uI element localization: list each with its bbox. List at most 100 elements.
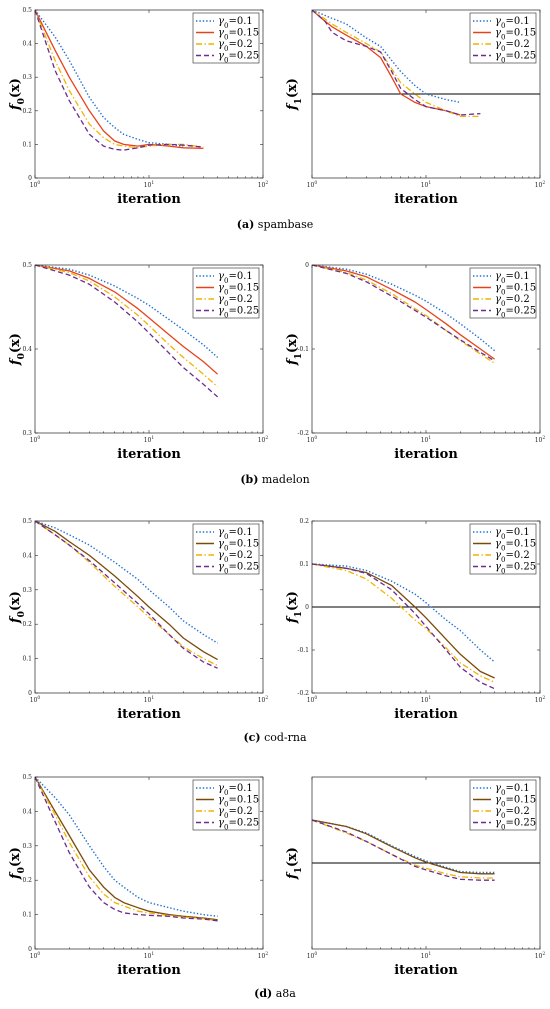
legend-label: γ0=0.25 xyxy=(218,51,259,65)
legend-label: γ0=0.15 xyxy=(495,795,536,809)
series-line-dotted xyxy=(35,10,184,147)
x-tick-label: 100 xyxy=(30,180,41,189)
series-line-solid xyxy=(35,777,218,921)
y-tick-label: 0.5 xyxy=(22,262,32,269)
plot-frame xyxy=(311,9,541,179)
plot-frame xyxy=(34,520,264,694)
y-tick-label: -0.2 xyxy=(297,690,309,697)
legend-label: γ0=0.25 xyxy=(495,306,536,320)
series-line-dash-dot xyxy=(312,819,495,879)
legend-label: γ0=0.15 xyxy=(495,28,536,42)
legend-label: γ0=0.25 xyxy=(495,562,536,576)
legend-label: γ0=0.2 xyxy=(218,550,253,564)
panel-a8a-f0: 100 101 10200.10.20.30.40.5γ0=0.1γ0=0.15γ0… xyxy=(8,774,268,978)
x-tick-label: 100 xyxy=(307,951,318,960)
series-line-dotted xyxy=(312,10,461,104)
y-tick-label: -0.1 xyxy=(297,647,309,654)
x-axis-label: iteration xyxy=(117,447,181,462)
x-tick-label: 102 xyxy=(258,435,269,444)
legend-label: γ0=0.25 xyxy=(495,51,536,65)
legend-label: γ0=0.2 xyxy=(495,806,530,820)
y-tick-label: 0.5 xyxy=(22,518,32,525)
y-tick-label: 0.4 xyxy=(22,41,32,48)
x-tick-label: 101 xyxy=(421,435,432,444)
x-axis-label: iteration xyxy=(117,707,181,722)
series-line-dash-dot xyxy=(35,521,218,667)
y-axis-label: f1(x) xyxy=(285,333,304,366)
caption-cod-rna: (c) cod-rna xyxy=(243,731,306,744)
series-line-dashed xyxy=(312,265,495,362)
legend-box xyxy=(469,779,537,831)
y-tick-label: 0.1 xyxy=(299,561,309,568)
legend-label: γ0=0.1 xyxy=(218,527,253,541)
legend-label: γ0=0.25 xyxy=(218,306,259,320)
series-line-solid xyxy=(35,521,218,661)
y-tick-label: 0.3 xyxy=(22,430,32,437)
panel-cod-rna-f1: 100 101 102-0.2-0.100.10.2γ0=0.1γ0=0.15γ0=… xyxy=(285,518,545,722)
legend-label: γ0=0.15 xyxy=(218,795,259,809)
legend-label: γ0=0.15 xyxy=(495,283,536,297)
x-tick-label: 100 xyxy=(307,435,318,444)
legend-label: γ0=0.1 xyxy=(495,16,530,30)
x-tick-label: 102 xyxy=(258,180,269,189)
legend-label: γ0=0.1 xyxy=(218,16,253,30)
legend-label: γ0=0.1 xyxy=(495,271,530,285)
series-line-solid xyxy=(35,10,204,150)
x-axis-label: iteration xyxy=(117,192,181,207)
y-axis-label: f1(x) xyxy=(285,591,304,624)
y-axis-label: f0(x) xyxy=(8,333,27,366)
series-line-dash-dot xyxy=(312,265,495,364)
x-tick-label: 102 xyxy=(258,695,269,704)
series-line-dash-dot xyxy=(35,777,218,922)
x-tick-label: 101 xyxy=(144,435,155,444)
x-tick-label: 101 xyxy=(144,695,155,704)
x-axis-label: iteration xyxy=(117,963,181,978)
y-tick-label: 0.4 xyxy=(22,808,32,815)
legend-label: γ0=0.15 xyxy=(495,539,536,553)
legend-label: γ0=0.2 xyxy=(495,550,530,564)
panel-madelon-f1: 100 101 102 -0.2 -0.1 0 γ0=0.1γ0=0.15γ0=0.2γ0=… xyxy=(285,262,545,462)
series-line-dashed xyxy=(312,10,481,116)
y-tick-label: 0.1 xyxy=(22,656,32,663)
series-line-dashed xyxy=(35,10,204,151)
y-tick-label: 0.2 xyxy=(22,108,32,115)
y-tick-label: 0.4 xyxy=(22,552,32,559)
series-line-dotted xyxy=(312,563,496,663)
y-tick-label: 0.3 xyxy=(22,74,32,81)
caption-madelon: (b) madelon xyxy=(240,473,309,486)
x-tick-label: 102 xyxy=(535,951,546,960)
series-line-solid xyxy=(312,10,461,116)
y-tick-label: 0.4 xyxy=(22,346,32,353)
x-tick-label: 100 xyxy=(30,435,41,444)
caption-spambase: (a) spambase xyxy=(237,218,313,231)
x-tick-label: 101 xyxy=(144,951,155,960)
x-tick-label: 101 xyxy=(421,180,432,189)
legend-label: γ0=0.2 xyxy=(218,806,253,820)
caption-a8a: (d) a8a xyxy=(254,987,296,1000)
plot-frame xyxy=(34,264,264,434)
y-tick-label: -0.2 xyxy=(297,430,309,437)
legend-label: γ0=0.1 xyxy=(495,783,530,797)
series-line-dotted xyxy=(312,265,496,352)
legend-label: γ0=0.25 xyxy=(218,818,259,832)
series-line-dotted xyxy=(35,521,218,644)
series-line-dash-dot xyxy=(35,265,219,388)
x-axis-label: iteration xyxy=(394,707,458,722)
y-tick-label: -0.1 xyxy=(297,346,309,353)
series-line-solid xyxy=(312,819,495,875)
series-line-dash-dot xyxy=(312,10,481,118)
x-tick-label: 101 xyxy=(144,180,155,189)
series-line-dash-dot xyxy=(35,10,204,149)
panel-spambase-f0: 100 101 10200.10.20.30.40.5γ0=0.1γ0=0.15γ0… xyxy=(8,7,268,207)
plot-frame xyxy=(311,264,541,434)
plot-frame xyxy=(34,776,264,950)
y-tick-label: 0 xyxy=(28,946,32,953)
